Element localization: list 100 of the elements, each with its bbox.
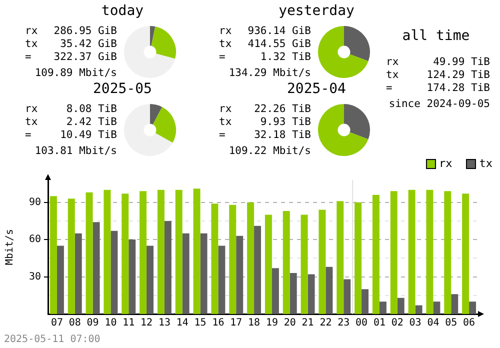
x-tick-label: 17 (230, 318, 242, 329)
bar (128, 240, 136, 314)
x-tick-label: 02 (391, 318, 404, 329)
text: 10.49 TiB (59, 129, 117, 141)
bar (408, 190, 416, 314)
x-tick-label: 20 (284, 318, 296, 329)
text: 286.95 GiB (52, 25, 117, 37)
x-tick-label: 10 (104, 318, 117, 329)
x-tick-label: 16 (212, 318, 224, 329)
x-tick-label: 23 (338, 318, 350, 329)
bar (444, 191, 452, 314)
text: tx (25, 116, 39, 128)
x-tick-label: 06 (463, 318, 476, 329)
text: tx (219, 38, 233, 50)
text: 174.28 TiB (426, 82, 490, 94)
x-tick-label: 01 (373, 318, 386, 329)
text: 936.14 GiB (246, 25, 311, 37)
x-tick-label: 15 (194, 318, 206, 329)
bar (354, 202, 362, 314)
bar (110, 230, 118, 314)
bar (462, 194, 470, 314)
text: tx (25, 38, 39, 50)
text: 103.81 Mbit/s (34, 145, 117, 157)
text: 2.42 TiB (65, 116, 117, 128)
bar (379, 302, 386, 314)
legend-label: rx (438, 157, 452, 170)
text: 8.08 TiB (65, 103, 117, 115)
bar (193, 188, 200, 314)
text: 414.55 GiB (246, 38, 311, 50)
bar (308, 274, 315, 314)
bar (86, 192, 93, 314)
x-tick-label: 18 (248, 318, 260, 329)
bar (229, 204, 236, 314)
bar (182, 233, 190, 314)
y-tick-label: 90 (28, 196, 41, 208)
text: = (219, 129, 226, 141)
bar (68, 198, 75, 314)
bar (254, 226, 262, 314)
text: 2025-05-11 07:00 (4, 334, 100, 345)
text: = (386, 82, 394, 94)
x-tick-label: 05 (445, 318, 458, 329)
bar (218, 246, 226, 314)
x-tick-label: 11 (122, 318, 135, 329)
x-tick-label: 19 (266, 318, 278, 329)
bar (336, 201, 344, 314)
bar (74, 233, 82, 314)
text: rx (219, 103, 233, 115)
x-tick-label: 14 (176, 318, 188, 329)
y-axis-title: Mbit/s (4, 228, 16, 266)
bar (451, 294, 458, 314)
bar (264, 214, 272, 314)
bar (290, 273, 297, 314)
chart-title: today (100, 3, 145, 19)
bar (164, 220, 172, 314)
bar (157, 190, 164, 314)
text: tx (219, 116, 233, 128)
bar (140, 191, 147, 314)
bar (146, 246, 154, 314)
y-tick-label: 30 (28, 271, 41, 282)
bar (318, 210, 326, 314)
chart-title: 2025-04 (286, 81, 346, 97)
chart-title: 2025-05 (92, 81, 153, 97)
x-tick-label: 22 (320, 318, 332, 329)
text: = (25, 51, 32, 63)
text: = (25, 129, 32, 141)
x-tick-label: 13 (158, 318, 170, 329)
text: 49.99 TiB (432, 56, 490, 68)
bar (175, 190, 182, 314)
text: 32.18 TiB (253, 129, 311, 141)
text: 124.29 TiB (426, 69, 490, 81)
bar (56, 246, 64, 314)
bar (372, 194, 380, 314)
bar (211, 204, 218, 314)
bar (92, 222, 100, 314)
legend-label: tx (478, 157, 492, 170)
text: all time (401, 28, 471, 44)
text: rx (25, 103, 39, 115)
x-tick-label: 21 (302, 318, 314, 329)
bar (104, 190, 111, 314)
text: rx (386, 56, 400, 68)
text: 109.89 Mbit/s (34, 67, 117, 79)
text: rx (25, 25, 39, 37)
bar (247, 202, 254, 314)
text: tx (386, 69, 400, 81)
text: 35.42 GiB (59, 38, 117, 50)
bar (326, 266, 333, 314)
text: 1.32 TiB (259, 51, 311, 63)
bar (50, 196, 57, 314)
x-tick-label: 07 (50, 318, 63, 329)
bar (426, 190, 434, 314)
bar (344, 279, 351, 314)
text: 134.29 Mbit/s (228, 67, 311, 79)
bar (300, 214, 308, 314)
text: since 2024-09-05 (388, 98, 490, 110)
bar (282, 211, 290, 314)
x-tick-label: 03 (409, 318, 422, 329)
bar (415, 305, 422, 314)
bar (272, 268, 279, 314)
x-tick-label: 00 (356, 318, 368, 329)
bar (390, 191, 398, 314)
